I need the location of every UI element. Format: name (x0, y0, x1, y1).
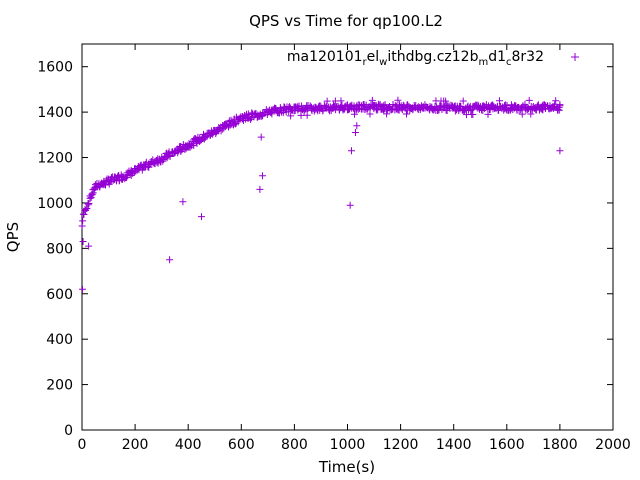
data-point (166, 153, 174, 161)
data-point (79, 210, 87, 218)
y-tick-label: 1400 (37, 105, 73, 121)
y-axis-ticks: 0 200 400 600 800 1000 1200 1400 1600 (37, 60, 613, 439)
data-point (303, 111, 311, 119)
data-point (556, 147, 564, 155)
x-axis-label: Time(s) (318, 458, 375, 476)
data-point (527, 110, 535, 118)
x-tick-label: 0 (78, 437, 87, 453)
data-point (402, 110, 410, 118)
data-point (323, 97, 331, 105)
legend-marker (571, 53, 579, 61)
x-tick-label: 1800 (542, 437, 578, 453)
x-tick-label: 1000 (330, 437, 366, 453)
x-tick-label: 1400 (436, 437, 472, 453)
data-point (381, 101, 389, 109)
x-tick-label: 1600 (489, 437, 525, 453)
data-point (503, 101, 511, 109)
data-point (368, 96, 376, 104)
data-point (83, 204, 91, 212)
x-axis-ticks: 0 200 400 600 800 1000 1200 1400 1600 1800 2000 (78, 44, 631, 453)
data-point (555, 106, 563, 114)
data-point (259, 172, 267, 180)
data-point (179, 198, 187, 206)
x-tick-label: 800 (281, 437, 308, 453)
data-point (85, 242, 93, 250)
data-point (197, 213, 205, 221)
y-axis-label: QPS (4, 222, 22, 252)
data-point (469, 111, 477, 119)
data-point (347, 147, 355, 155)
x-tick-label: 400 (175, 437, 202, 453)
data-point (256, 185, 264, 193)
x-tick-label: 2000 (595, 437, 631, 453)
data-point (353, 122, 361, 130)
data-point (166, 256, 174, 264)
chart-title: QPS vs Time for qp100.L2 (249, 12, 443, 30)
data-point (287, 112, 295, 120)
data-point (518, 110, 526, 118)
data-point (79, 238, 87, 246)
scatter-points (78, 96, 564, 293)
legend: ma120101relwithdbg.cz12bmd1c8r32 (287, 49, 579, 68)
data-point (78, 222, 86, 230)
y-tick-label: 1600 (37, 60, 73, 76)
y-tick-label: 200 (46, 378, 73, 394)
data-point (486, 105, 494, 113)
y-tick-label: 600 (46, 287, 73, 303)
data-point (549, 104, 557, 112)
data-point (346, 201, 354, 209)
data-point (442, 97, 450, 105)
data-point (435, 106, 443, 114)
data-point (556, 102, 564, 110)
data-point (79, 285, 87, 293)
y-tick-label: 400 (46, 332, 73, 348)
data-point (380, 102, 388, 110)
data-point (366, 110, 374, 118)
data-point (484, 110, 492, 118)
x-tick-label: 200 (122, 437, 149, 453)
data-point (502, 101, 510, 109)
x-tick-label: 1200 (383, 437, 419, 453)
data-point (138, 166, 146, 174)
data-point (300, 106, 308, 114)
data-point (81, 206, 89, 214)
data-point (459, 97, 467, 105)
data-point (329, 101, 337, 109)
data-point (571, 53, 579, 61)
data-point (552, 97, 560, 105)
x-tick-label: 600 (228, 437, 255, 453)
data-point (89, 189, 97, 197)
data-point (114, 172, 122, 180)
data-point (350, 110, 358, 118)
data-point (383, 110, 391, 118)
data-point (86, 194, 94, 202)
data-point (268, 110, 276, 118)
data-point (225, 122, 233, 130)
data-point (394, 96, 402, 104)
data-point (257, 133, 265, 141)
data-point (85, 200, 93, 208)
data-point (351, 129, 359, 137)
data-point (396, 101, 404, 109)
data-point (102, 181, 110, 189)
y-tick-label: 800 (46, 241, 73, 257)
legend-series-label: ma120101relwithdbg.cz12bmd1c8r32 (287, 49, 544, 68)
data-point (337, 97, 345, 105)
data-point (297, 111, 305, 119)
data-point (174, 149, 182, 157)
data-point (507, 105, 515, 113)
data-point (202, 133, 210, 141)
data-point (525, 96, 533, 104)
y-tick-label: 1200 (37, 151, 73, 167)
y-tick-label: 1000 (37, 196, 73, 212)
y-tick-label: 0 (64, 423, 73, 439)
